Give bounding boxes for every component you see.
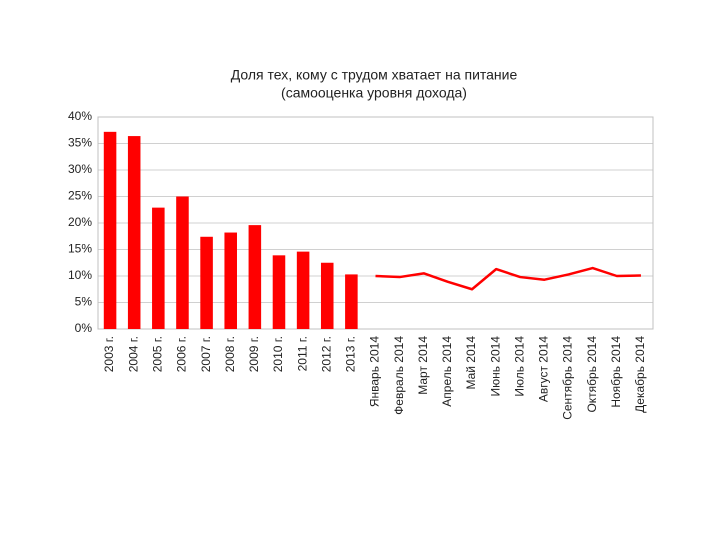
bar <box>127 136 141 329</box>
bar <box>176 196 189 329</box>
x-tick-label: Май 2014 <box>464 336 478 390</box>
x-tick-label: Ноябрь 2014 <box>609 336 623 408</box>
x-tick-label: Сентябрь 2014 <box>561 336 575 420</box>
x-tick-label: Июнь 2014 <box>488 336 502 397</box>
x-tick-label: 2003 г. <box>102 336 116 372</box>
x-tick-label: Февраль 2014 <box>392 336 406 415</box>
x-tick-label: 2006 г. <box>175 336 189 372</box>
chart-title: Доля тех, кому с трудом хватает на питан… <box>231 67 518 83</box>
x-tick-label: Апрель 2014 <box>440 336 454 407</box>
x-tick-label: 2004 г. <box>126 336 140 372</box>
bar <box>103 131 117 329</box>
bar <box>272 255 286 329</box>
bar <box>345 274 358 329</box>
x-tick-label: 2012 г. <box>319 336 333 372</box>
x-tick-label: Октябрь 2014 <box>585 336 599 413</box>
bar <box>200 236 213 329</box>
bar <box>320 262 334 329</box>
x-tick-label: Август 2014 <box>537 336 551 402</box>
bar <box>296 251 310 329</box>
y-tick-label: 30% <box>68 162 92 176</box>
x-tick-label: Декабрь 2014 <box>633 336 647 413</box>
x-tick-label: 2007 г. <box>199 336 213 372</box>
x-tick-label: Январь 2014 <box>368 336 382 407</box>
x-tick-label: 2013 г. <box>344 336 358 372</box>
x-tick-label: 2011 г. <box>295 336 309 371</box>
x-tick-label: Март 2014 <box>416 336 430 395</box>
y-tick-label: 40% <box>68 109 92 123</box>
bar <box>224 232 237 329</box>
y-tick-label: 15% <box>68 242 92 256</box>
x-tick-label: 2005 г. <box>150 336 164 372</box>
x-tick-label: 2009 г. <box>247 336 261 372</box>
bar <box>152 207 165 329</box>
y-tick-label: 35% <box>68 136 92 150</box>
x-tick-label: Июль 2014 <box>512 336 526 397</box>
x-tick-label: 2008 г. <box>223 336 237 372</box>
y-tick-label: 10% <box>68 268 92 282</box>
y-tick-label: 20% <box>68 215 92 229</box>
chart-title: (самооценка уровня дохода) <box>281 85 467 101</box>
bar <box>248 225 262 329</box>
plot-border <box>97 116 654 330</box>
y-tick-label: 25% <box>68 189 92 203</box>
line <box>375 266 641 291</box>
x-tick-label: 2010 г. <box>271 336 285 372</box>
y-tick-label: 5% <box>75 295 93 309</box>
y-tick-label: 0% <box>75 321 93 335</box>
